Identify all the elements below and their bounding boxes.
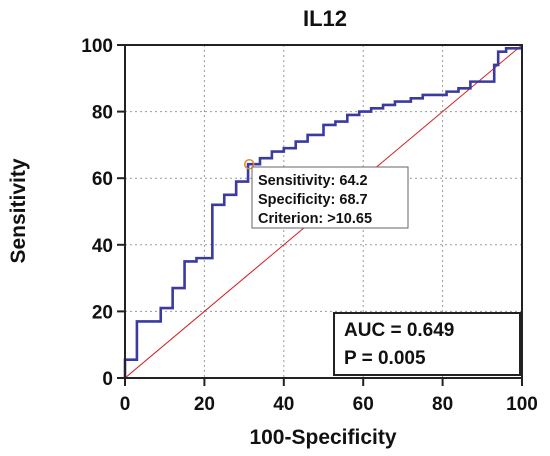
optimal-criterion-point — [244, 158, 255, 170]
y-tick-label: 40 — [92, 236, 113, 257]
x-tick-label: 60 — [353, 394, 374, 415]
x-tick-label: 20 — [194, 394, 215, 415]
y-tick-label: 20 — [92, 302, 113, 323]
y-tick-label: 60 — [92, 169, 113, 190]
auc-value: AUC = 0.649 — [344, 320, 454, 341]
y-axis-label: Sensitivity — [7, 158, 30, 263]
chart-title: IL12 — [303, 6, 347, 31]
annotation-criterion: Criterion: >10.65 — [258, 211, 372, 227]
y-tick-label: 80 — [92, 103, 113, 124]
annotation-sensitivity: Sensitivity: 64.2 — [258, 173, 368, 189]
x-axis-label: 100-Specificity — [249, 426, 396, 449]
annotation-box — [251, 166, 409, 229]
x-tick-label: 80 — [432, 394, 453, 415]
roc-layer — [123, 47, 522, 378]
y-tick-label: 0 — [102, 369, 113, 390]
p-value: P = 0.005 — [344, 348, 426, 369]
roc-curve-line — [123, 47, 522, 378]
x-tick-label: 0 — [120, 394, 131, 415]
x-axis: 0 20 40 60 80 100 — [120, 378, 538, 415]
x-tick-label: 100 — [506, 394, 538, 415]
annotation-specificity: Specificity: 68.7 — [258, 192, 368, 208]
y-axis: 0 20 40 60 80 100 — [81, 36, 125, 390]
plot-frame — [124, 44, 523, 379]
x-tick-label: 40 — [273, 394, 294, 415]
stats-box: AUC = 0.649 P = 0.005 — [333, 312, 521, 376]
y-tick-label: 100 — [81, 36, 113, 57]
criterion-annotation: Sensitivity: 64.2 Specificity: 68.7 Crit… — [251, 166, 409, 229]
marker-layer — [244, 158, 255, 170]
stats-frame — [333, 312, 521, 376]
